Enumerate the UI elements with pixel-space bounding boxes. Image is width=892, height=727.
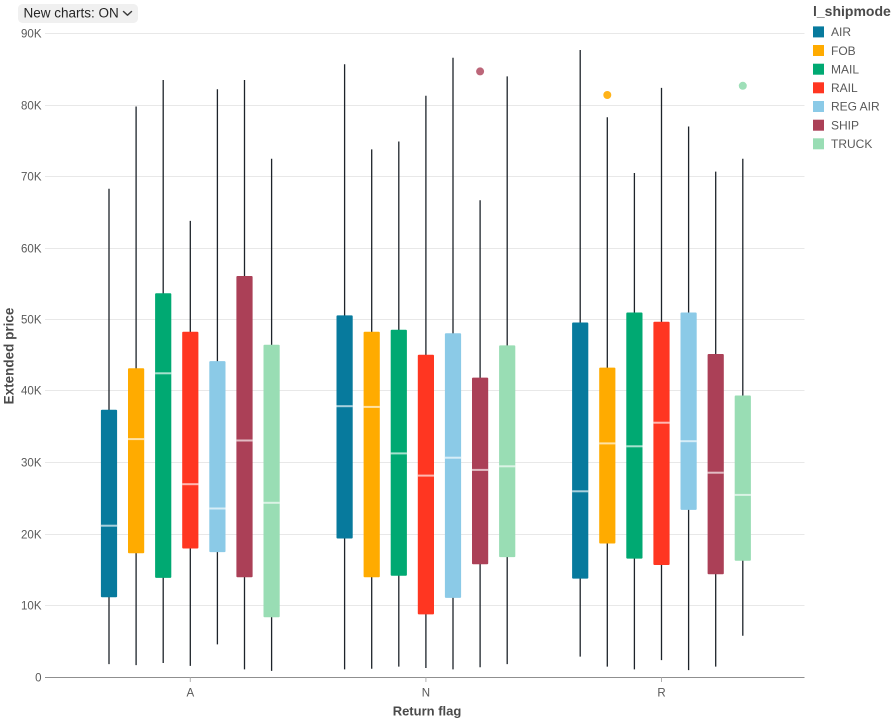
svg-text:60K: 60K: [21, 244, 42, 256]
svg-text:Extended price: Extended price: [2, 307, 17, 404]
svg-text:AIR: AIR: [831, 25, 851, 39]
svg-text:90K: 90K: [21, 29, 42, 41]
svg-text:MAIL: MAIL: [831, 62, 859, 76]
svg-text:50K: 50K: [21, 315, 42, 327]
svg-text:REG AIR: REG AIR: [831, 100, 880, 114]
svg-text:70K: 70K: [21, 172, 42, 184]
svg-text:TRUCK: TRUCK: [831, 137, 872, 151]
svg-text:Return flag: Return flag: [393, 704, 462, 719]
svg-text:0: 0: [35, 673, 41, 685]
svg-text:80K: 80K: [21, 101, 42, 113]
svg-text:l_shipmode: l_shipmode: [813, 3, 891, 19]
svg-text:10K: 10K: [21, 601, 42, 613]
svg-text:30K: 30K: [21, 458, 42, 470]
svg-text:R: R: [657, 688, 665, 700]
svg-text:20K: 20K: [21, 530, 42, 542]
svg-text:SHIP: SHIP: [831, 118, 859, 132]
svg-text:New charts: ON: New charts: ON: [24, 6, 119, 21]
svg-text:FOB: FOB: [831, 44, 856, 58]
svg-text:N: N: [422, 688, 430, 700]
svg-text:A: A: [186, 688, 194, 700]
svg-text:RAIL: RAIL: [831, 81, 858, 95]
svg-text:40K: 40K: [21, 386, 42, 398]
